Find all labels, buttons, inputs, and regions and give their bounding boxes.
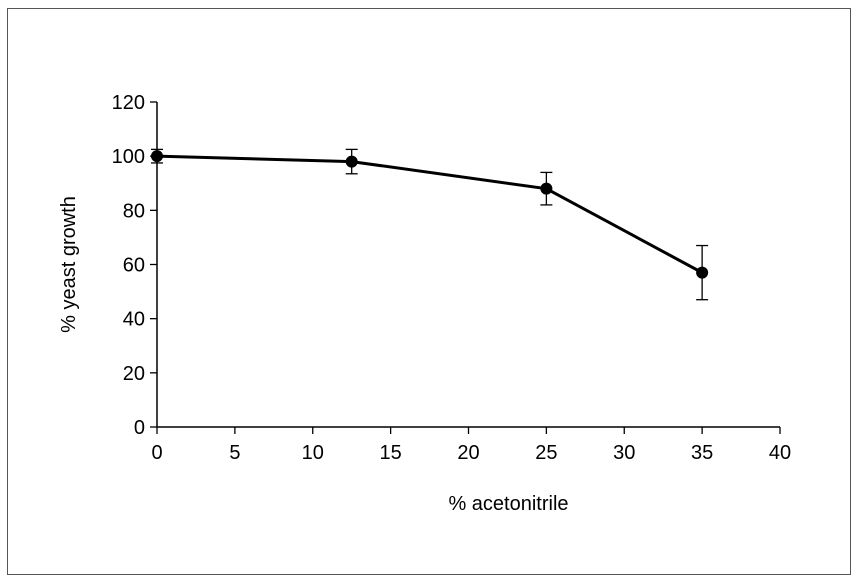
y-tick-label: 80 (123, 200, 145, 222)
data-point (345, 155, 358, 168)
x-axis-label: % acetonitrile (448, 493, 568, 515)
x-tick-label: 30 (613, 442, 635, 464)
data-point (151, 150, 163, 163)
y-ticks: 0 20 40 60 80 100 120 (112, 92, 157, 439)
series-layer (151, 148, 709, 301)
x-tick-label: 5 (229, 442, 240, 464)
x-tick-label: 10 (302, 442, 324, 464)
y-tick-label: 120 (112, 92, 145, 114)
y-axis-label: % yeast growth (58, 196, 80, 333)
y-tick-label: 60 (123, 255, 145, 277)
x-tick-label: 35 (691, 442, 713, 464)
x-tick-label: 0 (151, 442, 162, 464)
series-line (156, 154, 703, 274)
y-tick-label: 100 (112, 146, 145, 168)
data-point (540, 182, 553, 195)
y-tick-label: 20 (123, 363, 145, 385)
y-tick-label: 40 (123, 309, 145, 331)
y-tick-label: 0 (134, 417, 145, 439)
x-tick-label: 40 (769, 442, 791, 464)
x-tick-label: 20 (457, 442, 479, 464)
data-point (696, 266, 709, 279)
x-tick-label: 15 (380, 442, 402, 464)
x-ticks: 0 5 10 15 20 25 30 35 40 (151, 427, 791, 464)
chart-border (7, 8, 851, 575)
x-tick-label: 25 (535, 442, 557, 464)
